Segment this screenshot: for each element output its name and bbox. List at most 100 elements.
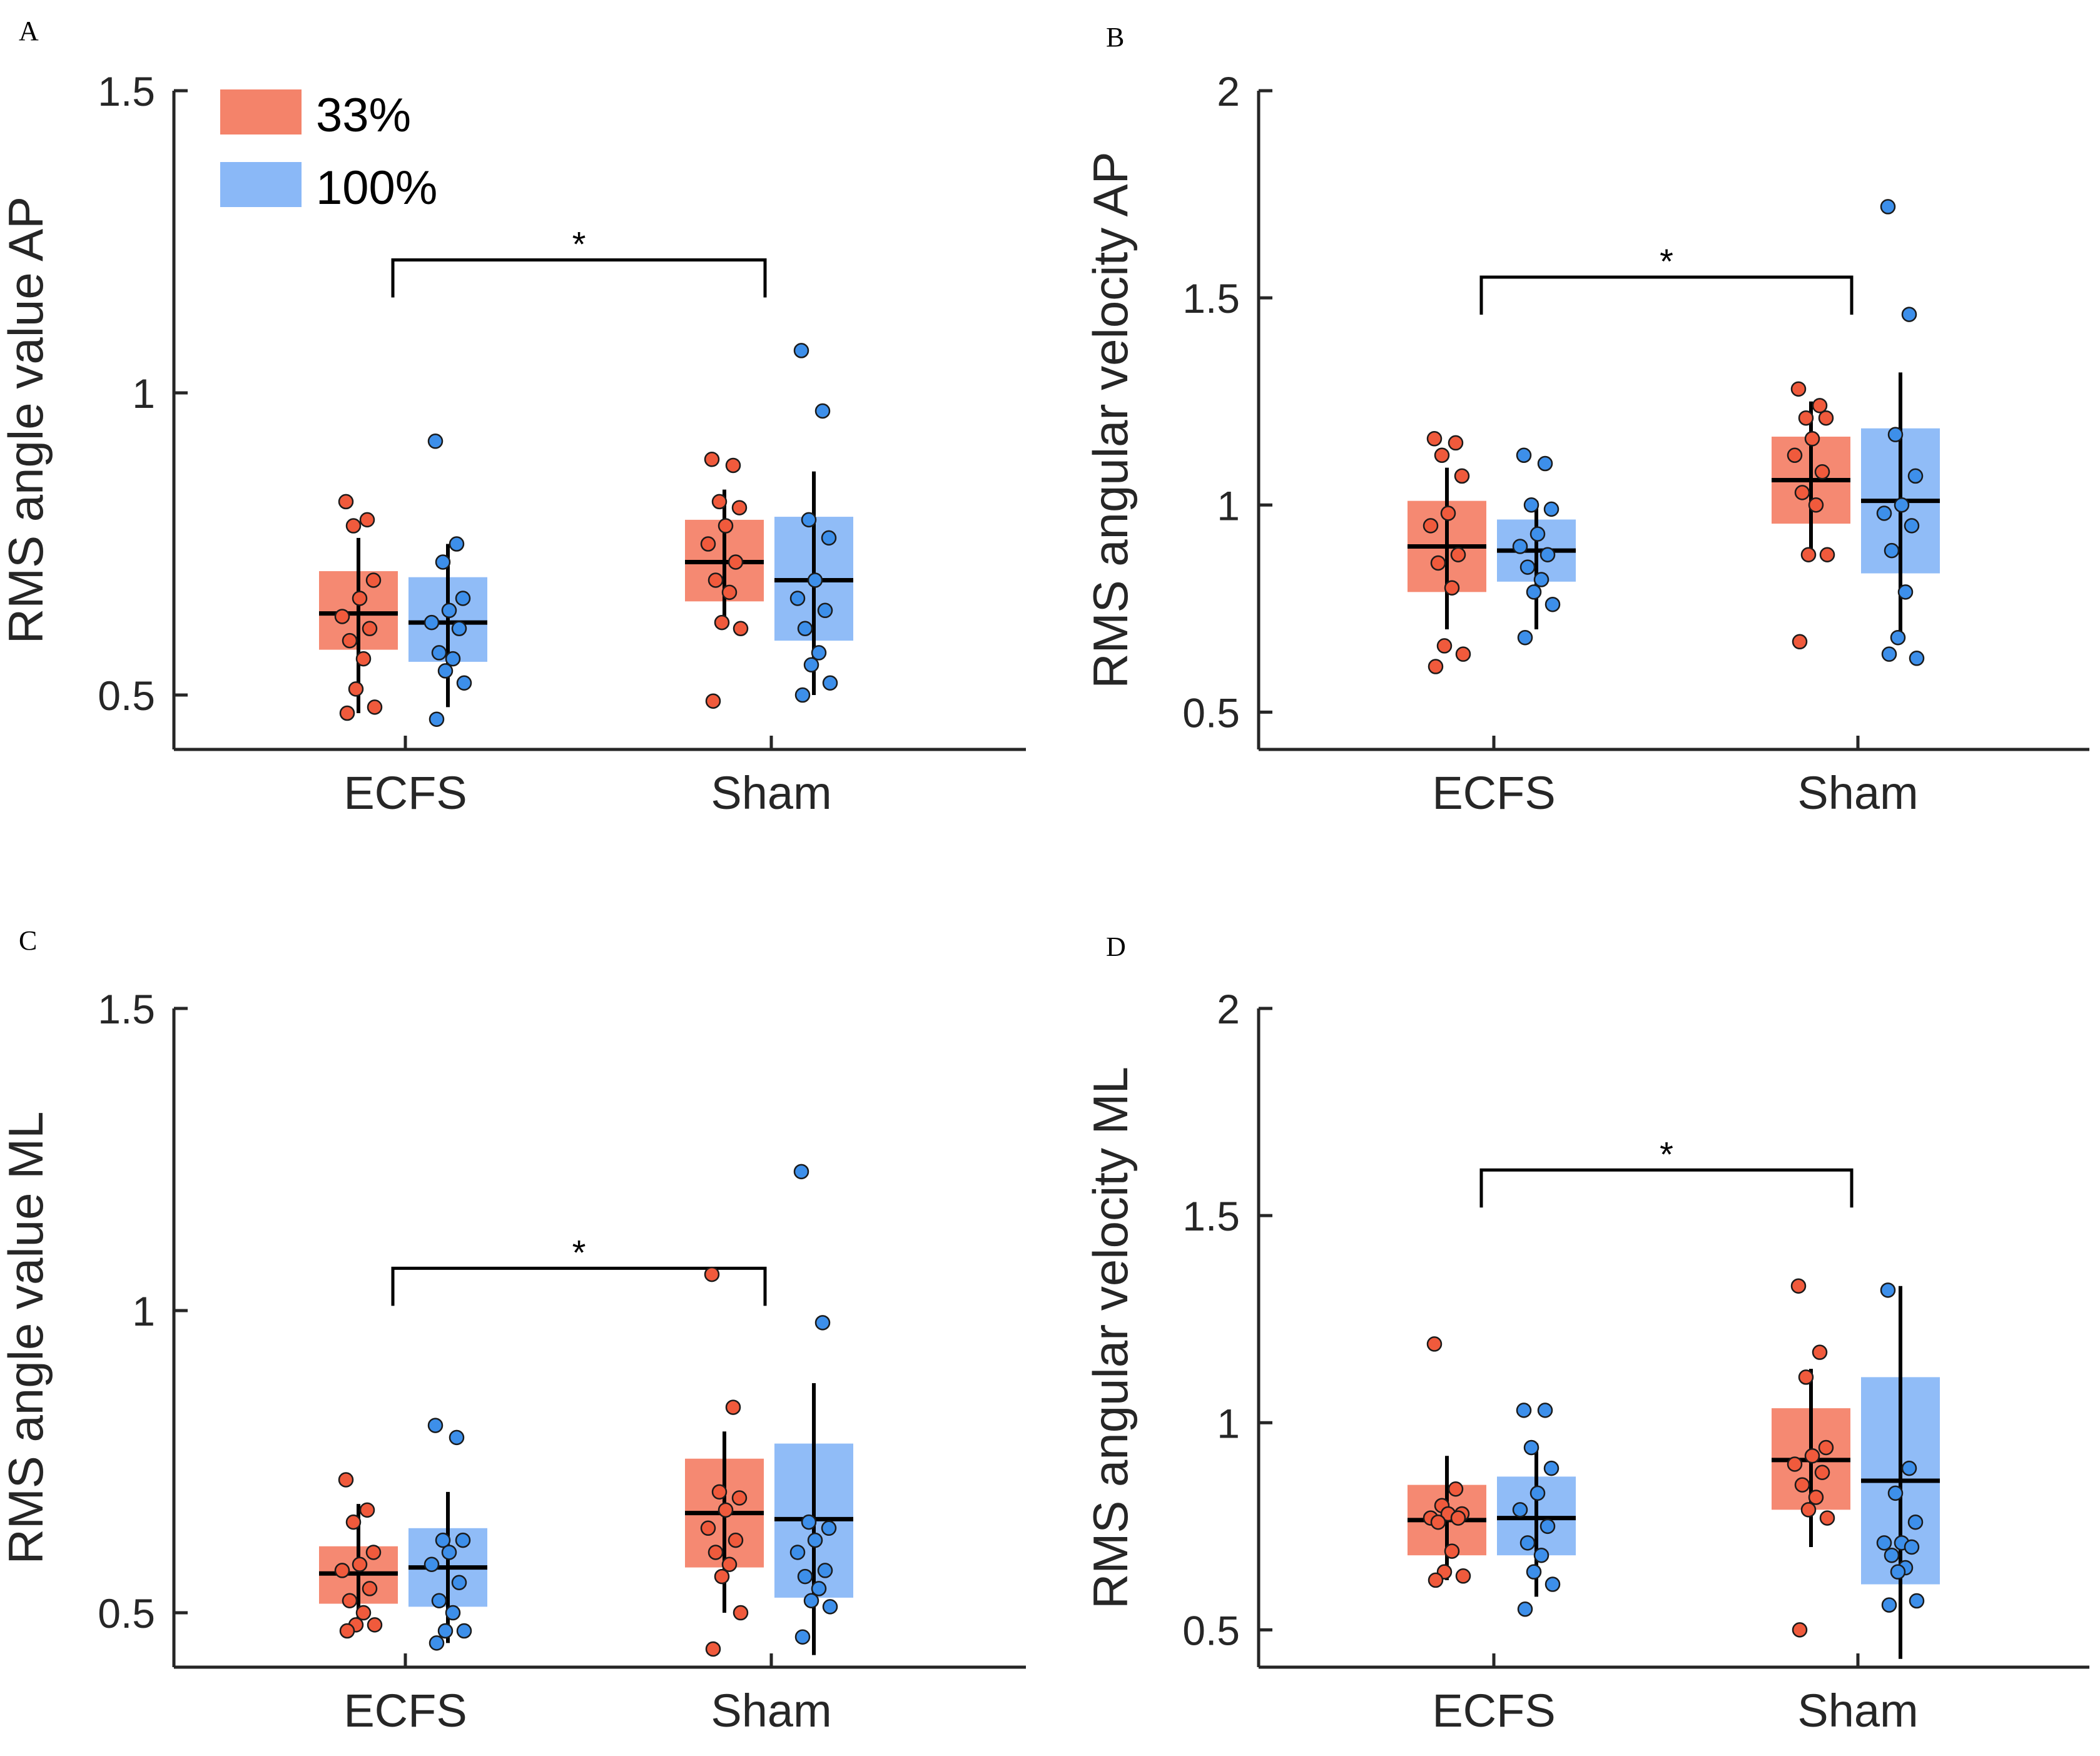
data-point [352, 591, 368, 606]
data-point [345, 1514, 362, 1530]
data-point [1819, 547, 1835, 562]
data-point [1884, 1547, 1900, 1563]
data-point [700, 1520, 716, 1536]
data-point [334, 1563, 350, 1578]
data-point [1455, 1568, 1471, 1584]
data-point [1523, 1439, 1539, 1456]
y-tick-label: 2 [1217, 68, 1240, 114]
plot-marks [1257, 89, 2089, 751]
data-point [725, 1399, 741, 1415]
data-point [1800, 547, 1817, 562]
y-tick-label: 0.5 [1182, 1607, 1240, 1653]
legend-swatch-100 [220, 162, 302, 207]
data-point [1448, 435, 1464, 451]
data-point [339, 705, 355, 721]
category-label: Sham [711, 767, 831, 819]
data-point [705, 693, 721, 709]
y-tick-label: 0.5 [98, 1590, 155, 1637]
data-point [437, 663, 454, 679]
significance-star: * [1660, 1134, 1673, 1174]
data-point [437, 1623, 454, 1639]
data-point [1818, 410, 1834, 426]
data-point [424, 614, 440, 631]
data-point [1804, 431, 1820, 447]
data-point [793, 343, 809, 358]
data-point [1808, 1490, 1824, 1505]
data-point [1880, 1282, 1896, 1298]
data-point [1884, 542, 1900, 559]
plot-marks [172, 1007, 1026, 1669]
data-point [1517, 1601, 1533, 1617]
data-point [1808, 497, 1824, 513]
data-point [338, 494, 354, 510]
data-point [1881, 1597, 1897, 1613]
data-point [1901, 307, 1917, 322]
data-point [345, 518, 362, 534]
data-point [431, 1593, 447, 1608]
significance-bracket [1479, 1168, 1854, 1208]
data-point [1519, 1535, 1536, 1551]
data-point [451, 621, 467, 637]
data-point [793, 1164, 809, 1180]
data-point [1890, 629, 1906, 646]
data-point [1787, 1456, 1803, 1472]
data-point [1818, 1439, 1834, 1456]
panel-letter: A [19, 16, 39, 46]
data-point [1812, 1344, 1828, 1360]
data-point [355, 651, 372, 667]
plot-marks [172, 89, 1026, 751]
y-tick-label: 1.5 [98, 986, 155, 1032]
data-point [1543, 1460, 1560, 1476]
data-point [1909, 1593, 1925, 1609]
data-point [1423, 518, 1439, 534]
data-point [1512, 1502, 1528, 1518]
data-point [362, 621, 378, 637]
data-point [1526, 1564, 1542, 1580]
data-point [435, 554, 451, 570]
data-point [807, 572, 823, 588]
data-point [718, 1502, 734, 1518]
data-point [1790, 381, 1807, 397]
y-tick-label: 1 [132, 1288, 155, 1334]
data-point [456, 1623, 472, 1639]
data-point [704, 1266, 720, 1282]
data-point [1440, 505, 1456, 521]
data-point [794, 687, 811, 703]
panel-c: C RMS angle value ML ECFS Sham * 0.5 1 1… [0, 925, 1026, 1737]
data-point [801, 512, 817, 528]
data-point [1533, 1547, 1550, 1563]
panel-letter: C [19, 925, 37, 956]
data-point [1876, 1535, 1892, 1551]
data-point [1800, 1502, 1817, 1518]
data-point [1543, 501, 1560, 517]
panel-letter: B [1106, 22, 1124, 53]
y-axis-label: RMS angle value AP [0, 196, 53, 644]
category-label: Sham [1797, 1685, 1918, 1737]
data-point [711, 494, 728, 510]
data-point [451, 1575, 467, 1591]
legend-label-33: 33% [316, 89, 411, 142]
data-point [821, 1520, 837, 1536]
panel-a: A RMS angle value AP ECFS Sham * 0.5 1 1… [0, 16, 1026, 819]
data-point [1450, 1510, 1466, 1526]
data-point [814, 403, 831, 419]
data-point [367, 699, 383, 715]
data-point [725, 457, 741, 474]
data-point [822, 675, 838, 691]
data-point [721, 584, 738, 601]
data-point [797, 621, 813, 637]
data-point [1812, 398, 1828, 414]
data-point [708, 1545, 724, 1560]
data-point [1887, 427, 1904, 442]
data-point [1790, 1278, 1807, 1294]
data-point [1907, 1514, 1924, 1530]
data-point [1426, 431, 1443, 447]
data-point [1814, 1464, 1830, 1480]
data-point [424, 1556, 440, 1573]
data-point [731, 1490, 748, 1506]
data-point [728, 554, 744, 570]
data-point [1794, 1477, 1810, 1493]
data-point [1887, 1485, 1904, 1501]
data-point [1434, 447, 1450, 464]
